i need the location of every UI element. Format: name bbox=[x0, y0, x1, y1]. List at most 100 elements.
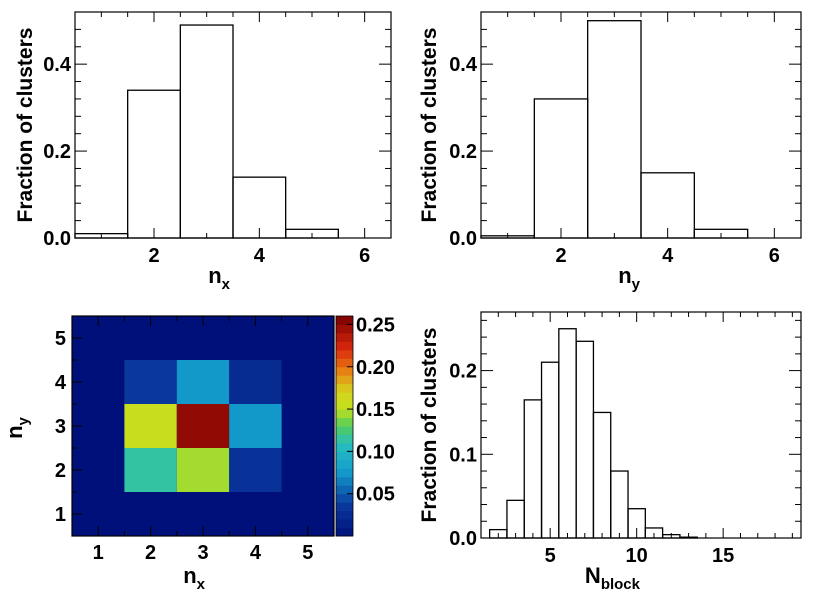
y-tick-label: 1 bbox=[55, 504, 66, 526]
y-tick-label: 0.0 bbox=[43, 228, 71, 250]
colorbar-segment bbox=[336, 366, 353, 376]
x-axis-label: ny bbox=[618, 263, 640, 293]
x-tick-label: 1 bbox=[93, 542, 104, 564]
colorbar-segment bbox=[336, 349, 353, 359]
histogram-bar bbox=[533, 98, 589, 239]
y-axis-label: Fraction of clusters bbox=[418, 328, 441, 523]
heatmap-cells bbox=[124, 360, 282, 492]
colorbar-segment bbox=[336, 417, 353, 427]
colorbar-segment bbox=[336, 324, 353, 334]
heatmap-cell bbox=[229, 404, 282, 448]
colorbar-segment bbox=[336, 493, 353, 503]
heatmap-cell bbox=[176, 404, 230, 448]
y-tick-label: 2 bbox=[55, 460, 66, 482]
colorbar-segment bbox=[336, 392, 353, 402]
heatmap-cell bbox=[229, 360, 282, 404]
colorbar-segment bbox=[336, 476, 353, 486]
colorbar-segment bbox=[336, 442, 353, 452]
heatmap-cell bbox=[229, 448, 282, 492]
colorbar-frame bbox=[335, 315, 354, 537]
y-axis-label: Fraction of clusters bbox=[14, 28, 37, 223]
x-axis-label: Nblock bbox=[585, 563, 641, 593]
x-tick-label: 4 bbox=[662, 245, 674, 267]
histogram-bars bbox=[74, 24, 339, 239]
x-tick-label: 10 bbox=[626, 545, 648, 567]
colorbar-segment bbox=[336, 519, 353, 529]
y-tick-label: 0.0 bbox=[449, 228, 477, 250]
y-tick-label: 0.0 bbox=[449, 528, 477, 550]
histogram-bars bbox=[480, 20, 749, 239]
x-tick-label: 6 bbox=[359, 245, 370, 267]
colorbar-segment bbox=[336, 451, 353, 461]
y-tick-label: 5 bbox=[55, 328, 66, 350]
x-tick-label: 15 bbox=[712, 545, 734, 567]
colorbar-tick-label: 0.10 bbox=[356, 441, 395, 463]
colorbar-segment bbox=[336, 383, 353, 393]
x-tick-label: 4 bbox=[250, 542, 262, 564]
colorbar-tick-label: 0.25 bbox=[356, 314, 395, 336]
x-axis-label: nx bbox=[208, 263, 230, 293]
x-tick-label: 4 bbox=[254, 245, 266, 267]
colorbar-tick-label: 0.05 bbox=[356, 484, 395, 506]
x-tick-label: 6 bbox=[769, 245, 780, 267]
y-tick-label: 0.2 bbox=[449, 361, 477, 383]
y-tick-label: 0.4 bbox=[449, 54, 478, 76]
heatmap-cell bbox=[124, 404, 177, 448]
histogram-bars bbox=[488, 328, 698, 539]
heatmap-cell bbox=[176, 448, 230, 492]
y-tick-marks bbox=[75, 11, 391, 239]
colorbar-tick-label: 0.20 bbox=[356, 357, 395, 379]
colorbar-segment bbox=[336, 316, 353, 325]
colorbar-segment bbox=[336, 375, 353, 385]
x-tick-label: 2 bbox=[145, 542, 156, 564]
colorbar-segment bbox=[336, 400, 353, 410]
colorbar-segment bbox=[336, 434, 353, 444]
colorbar-tick-label: 0.15 bbox=[356, 399, 395, 421]
histogram-bar bbox=[523, 399, 543, 539]
y-tick-label: 0.1 bbox=[449, 444, 477, 466]
heatmap-cell bbox=[176, 360, 230, 404]
y-tick-label: 3 bbox=[55, 416, 66, 438]
colorbar-segment bbox=[336, 510, 353, 520]
histogram-bar bbox=[127, 89, 181, 239]
y-tick-marks bbox=[481, 11, 801, 239]
panel-nblock-histogram: Fraction of clusters Nblock 5 10 15 0.0 0.1 0… bbox=[418, 311, 802, 593]
x-tick-marks bbox=[480, 312, 793, 538]
colorbar-segment bbox=[336, 426, 353, 435]
y-tick-marks bbox=[481, 319, 801, 539]
colorbar-segment bbox=[336, 332, 353, 342]
y-tick-label: 0.4 bbox=[43, 54, 72, 76]
histogram-bar bbox=[179, 24, 234, 239]
colorbar-segment bbox=[336, 468, 353, 478]
colorbar-segment bbox=[336, 502, 353, 512]
histogram-bar bbox=[558, 328, 577, 539]
histogram-bar bbox=[610, 470, 629, 539]
tick-marks bbox=[71, 315, 335, 537]
x-tick-label: 5 bbox=[302, 542, 313, 564]
histogram-bar bbox=[506, 499, 525, 539]
colorbar-segment bbox=[336, 459, 353, 469]
plot-frame bbox=[480, 311, 802, 539]
histogram-bar bbox=[540, 361, 560, 539]
y-tick-label: 0.2 bbox=[43, 141, 71, 163]
x-tick-marks bbox=[74, 12, 392, 238]
x-tick-label: 2 bbox=[555, 245, 566, 267]
x-tick-label: 5 bbox=[545, 545, 556, 567]
x-tick-label: 2 bbox=[148, 245, 159, 267]
y-axis-label: ny bbox=[2, 416, 32, 438]
y-tick-label: 4 bbox=[55, 372, 67, 394]
colorbar: 0.25 0.20 0.15 0.10 0.05 bbox=[335, 314, 395, 537]
colorbar-segment bbox=[336, 341, 353, 351]
heatmap-cell bbox=[124, 360, 177, 404]
y-axis-label: Fraction of clusters bbox=[418, 28, 441, 223]
colorbar-segment bbox=[336, 485, 353, 495]
colorbar-segment bbox=[336, 358, 353, 368]
x-tick-label: 3 bbox=[197, 542, 208, 564]
histogram-bar bbox=[592, 411, 612, 539]
colorbar-segment bbox=[336, 527, 353, 537]
x-tick-marks bbox=[480, 12, 802, 238]
histogram-bar bbox=[587, 20, 642, 239]
y-tick-label: 0.2 bbox=[449, 141, 477, 163]
colorbar-segment bbox=[336, 409, 353, 419]
